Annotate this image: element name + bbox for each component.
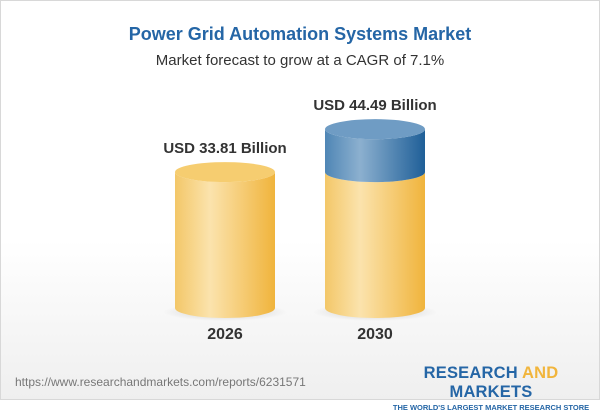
value-label: USD 44.49 Billion (313, 97, 436, 114)
chart-frame (0, 0, 600, 400)
research-and-markets-logo: RESEARCH AND MARKETS THE WORLD'S LARGEST… (392, 364, 590, 412)
cylinder-base-2026 (175, 172, 275, 318)
cylinder-chart: USD 33.81 Billion 2026 USD 44.49 Billion 20… (163, 97, 437, 343)
category-label: 2026 (207, 326, 243, 343)
cylinder-top-2030 (325, 119, 425, 140)
category-label: 2030 (357, 326, 393, 343)
value-label: USD 33.81 Billion (163, 140, 286, 157)
cylinder-growth-2030 (325, 129, 425, 183)
chart-subtitle: Market forecast to grow at a CAGR of 7.1… (155, 52, 445, 69)
cylinder-top-2026 (175, 162, 275, 183)
chart-title: Power Grid Automation Systems Market (128, 24, 472, 44)
cylinder-base-2030 (325, 172, 425, 318)
source-url[interactable]: https://www.researchandmarkets.com/repor… (15, 375, 306, 389)
